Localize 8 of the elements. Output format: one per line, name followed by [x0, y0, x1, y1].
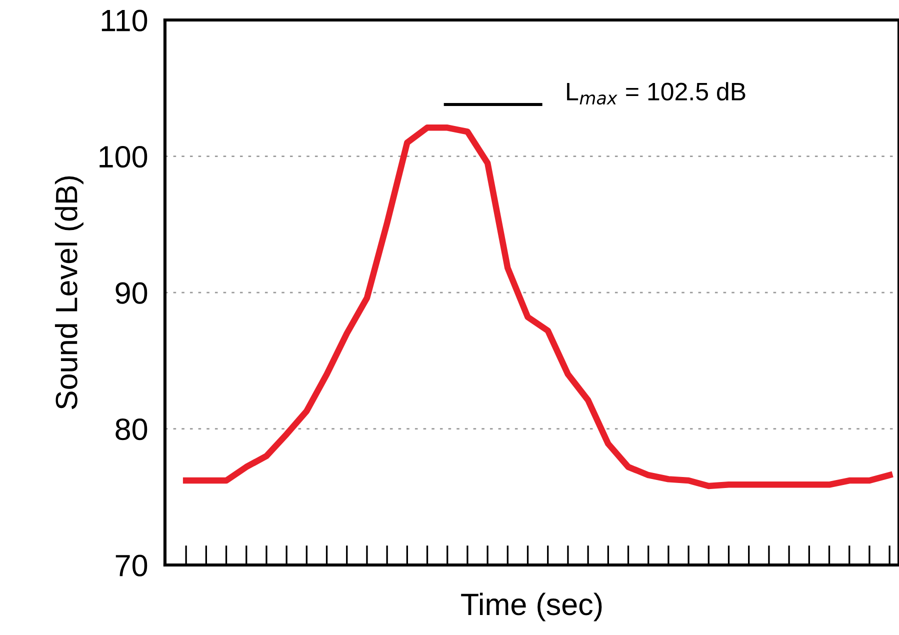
y-tick-label: 90 — [116, 282, 148, 304]
x-axis-title: Time (sec) — [461, 592, 602, 622]
y-axis-title: Sound Level (dB) — [54, 176, 84, 410]
y-tick-label: 100 — [100, 146, 148, 168]
y-tick-label: 110 — [102, 10, 148, 32]
y-tick-label: 80 — [116, 418, 148, 440]
annotation: L$_{max}$ = 102.5 dB — [567, 82, 746, 105]
y-tick-label: 70 — [116, 554, 148, 576]
